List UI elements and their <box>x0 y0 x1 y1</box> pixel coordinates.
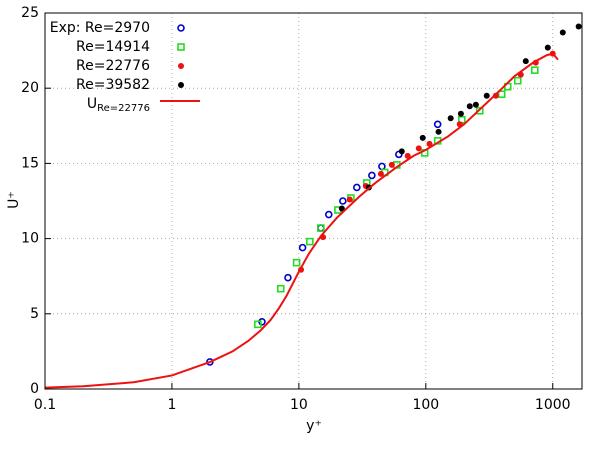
legend-subscript: Re=22776 <box>97 103 150 114</box>
legend-marker <box>178 63 184 69</box>
data-point <box>497 90 506 99</box>
plot-frame <box>44 12 583 390</box>
legend-marker <box>178 82 184 88</box>
data-point <box>254 320 262 329</box>
legend-text: Exp: Re=2970 <box>50 20 150 36</box>
x-tick-label: 1 <box>167 397 176 413</box>
x-axis-label: y⁺ <box>306 418 322 434</box>
data-point <box>466 103 473 110</box>
data-point <box>426 140 433 147</box>
data-point <box>378 162 386 171</box>
y-tick-label: 0 <box>30 381 39 397</box>
data-point <box>513 76 522 85</box>
data-point <box>317 224 325 232</box>
data-point <box>475 106 484 115</box>
legend-label: Exp: Re=2970 <box>50 20 150 36</box>
data-point <box>575 23 582 30</box>
y-axis-label: U⁺ <box>6 191 22 209</box>
data-point <box>483 92 490 99</box>
data-point <box>284 273 292 282</box>
y-tick-label: 25 <box>21 5 39 21</box>
legend-marker <box>177 43 185 51</box>
plot-area <box>44 23 582 389</box>
y-tick-label: 15 <box>21 155 39 171</box>
data-point <box>292 258 301 267</box>
data-point <box>346 196 353 203</box>
data-point <box>544 44 551 51</box>
data-point <box>433 120 442 129</box>
legend-text: Re=22776 <box>76 58 150 74</box>
data-point <box>388 161 395 168</box>
legend-marker <box>177 24 185 32</box>
data-point <box>298 243 307 252</box>
data-point <box>306 237 314 246</box>
y-tick-label: 5 <box>30 306 39 322</box>
y-tick-label: 20 <box>21 80 39 96</box>
x-tick-label: 100 <box>412 397 439 413</box>
data-point <box>559 29 566 36</box>
y-tick-label: 10 <box>21 231 39 247</box>
data-point <box>522 58 529 65</box>
legend-label: Re=22776 <box>76 58 150 74</box>
x-tick-label: 1000 <box>535 397 571 413</box>
data-point <box>530 66 539 74</box>
data-point <box>377 170 384 177</box>
data-point <box>338 205 345 212</box>
data-point <box>276 284 285 293</box>
data-point <box>317 224 325 232</box>
data-point <box>206 358 214 366</box>
data-point <box>457 110 464 117</box>
data-point <box>415 145 422 152</box>
data-point <box>435 128 442 135</box>
legend-label: URe=22776 <box>87 96 150 114</box>
x-tick-label: 10 <box>290 397 308 413</box>
legend: Exp: Re=2970Re=14914Re=22776Re=39582URe=… <box>50 20 200 114</box>
legend-text: Re=39582 <box>76 77 150 93</box>
legend-label: Re=14914 <box>76 39 150 55</box>
data-point <box>419 134 426 141</box>
data-point <box>324 210 333 219</box>
data-point <box>398 148 405 155</box>
data-point <box>353 183 361 192</box>
data-point <box>472 101 479 108</box>
data-point <box>368 171 376 180</box>
legend-text: U <box>87 96 97 112</box>
legend-text: Re=14914 <box>76 39 150 55</box>
x-tick-label: 0.1 <box>34 397 56 413</box>
data-line <box>44 52 559 389</box>
data-point <box>447 115 454 122</box>
data-point <box>339 197 347 205</box>
legend-label: Re=39582 <box>76 77 150 93</box>
data-point <box>404 152 411 159</box>
